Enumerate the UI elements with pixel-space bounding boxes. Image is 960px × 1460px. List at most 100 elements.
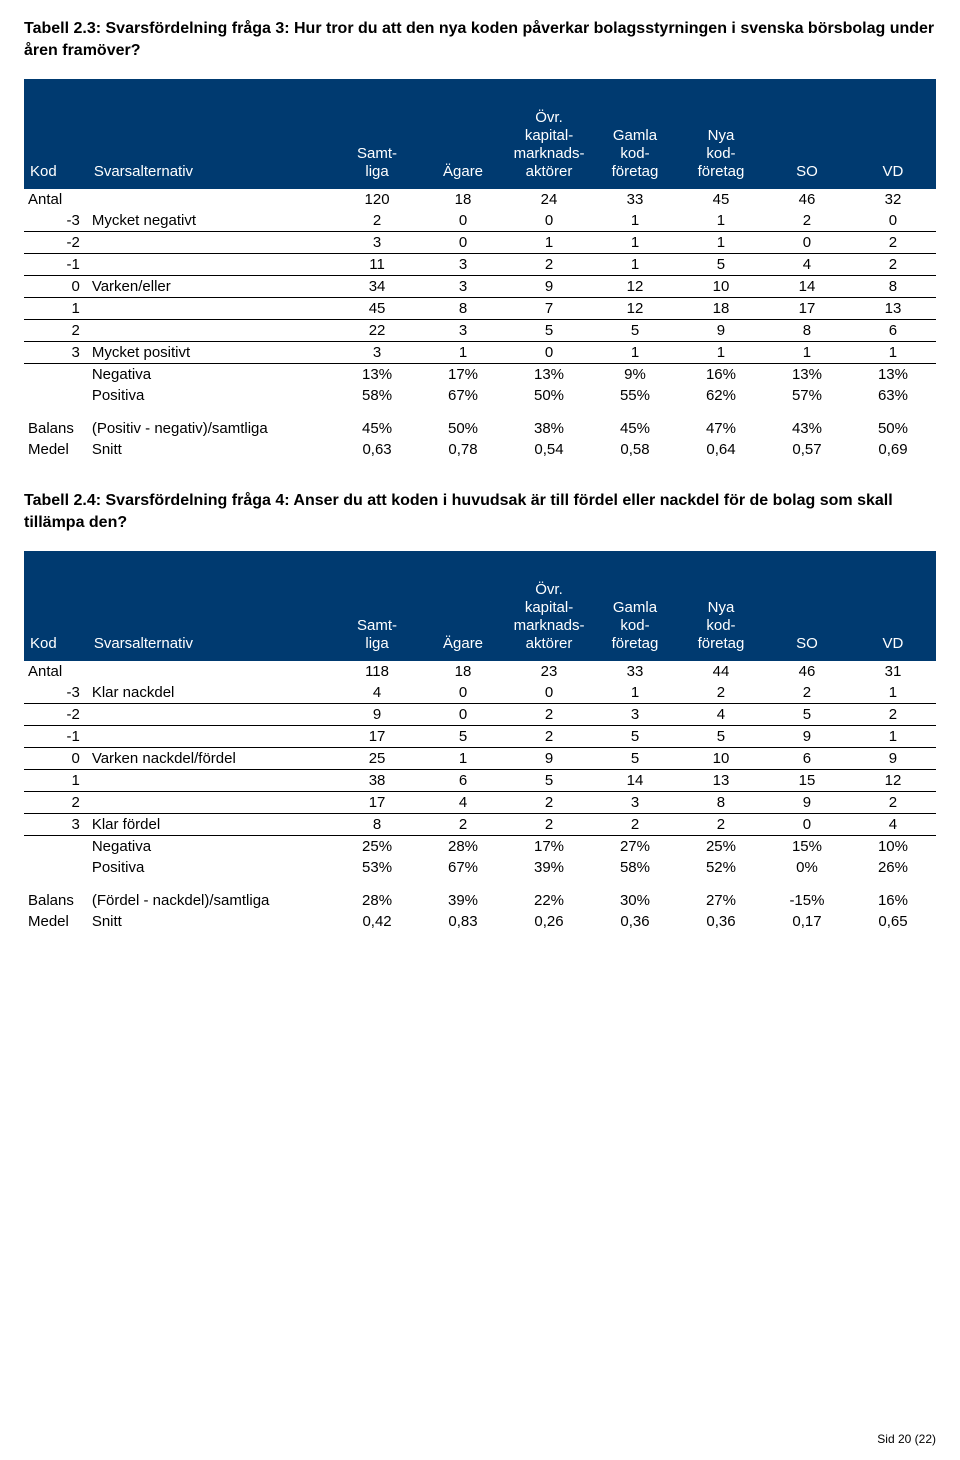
cell-value: 45% <box>592 406 678 439</box>
table-row: 1386514131512 <box>24 770 936 792</box>
cell-value: 1 <box>678 210 764 232</box>
cell-value: 13 <box>678 770 764 792</box>
cell-value: 12 <box>592 276 678 298</box>
cell-value: 1 <box>592 254 678 276</box>
cell-value: 14 <box>764 276 850 298</box>
table2: Kod Svarsalternativ Samt-liga Ägare Övr.… <box>24 551 936 932</box>
cell-value: 1 <box>850 682 936 704</box>
cell-value: 3 <box>334 232 420 254</box>
table-row: -23011102 <box>24 232 936 254</box>
cell-value: 1 <box>592 682 678 704</box>
cell-value: 3 <box>592 792 678 814</box>
cell-value: 13% <box>764 364 850 386</box>
table-row: -111321542 <box>24 254 936 276</box>
cell-kod: Balans <box>24 406 88 439</box>
cell-value: 0,65 <box>850 911 936 932</box>
cell-value: 6 <box>420 770 506 792</box>
col-ovr: Övr. kapital-marknads-aktörer <box>506 551 592 661</box>
cell-value: 22% <box>506 878 592 911</box>
cell-value: 52% <box>678 857 764 878</box>
cell-value: 13% <box>506 364 592 386</box>
cell-value: 1 <box>420 342 506 364</box>
cell-value: 17 <box>334 792 420 814</box>
cell-kod <box>24 385 88 406</box>
table1: Kod Svarsalternativ Samt-liga Ägare Övr.… <box>24 79 936 460</box>
cell-value: 1 <box>850 726 936 748</box>
cell-value: 5 <box>592 748 678 770</box>
col-nya: Nyakod-företag <box>678 79 764 189</box>
cell-value: 2 <box>764 210 850 232</box>
cell-label <box>88 661 334 682</box>
cell-value: 4 <box>420 792 506 814</box>
cell-value: 9 <box>334 704 420 726</box>
cell-value: 3 <box>420 276 506 298</box>
cell-value: 39% <box>420 878 506 911</box>
cell-value: 5 <box>678 254 764 276</box>
cell-value: 1 <box>420 748 506 770</box>
table-row: 222355986 <box>24 320 936 342</box>
cell-kod: 3 <box>24 814 88 836</box>
cell-value: 67% <box>420 857 506 878</box>
cell-value: 30% <box>592 878 678 911</box>
cell-kod <box>24 836 88 858</box>
cell-label <box>88 792 334 814</box>
cell-value: 31 <box>850 661 936 682</box>
cell-value: 62% <box>678 385 764 406</box>
col-samtliga: Samt-liga <box>334 79 420 189</box>
cell-value: 4 <box>678 704 764 726</box>
cell-value: 13% <box>850 364 936 386</box>
cell-kod: 2 <box>24 792 88 814</box>
cell-label <box>88 254 334 276</box>
cell-value: 10 <box>678 276 764 298</box>
table-row: Antal120182433454632 <box>24 189 936 210</box>
cell-value: 120 <box>334 189 420 210</box>
col-vd: VD <box>850 79 936 189</box>
cell-value: 9 <box>506 276 592 298</box>
cell-value: 8 <box>334 814 420 836</box>
cell-value: 17% <box>506 836 592 858</box>
cell-value: 4 <box>850 814 936 836</box>
col-agare: Ägare <box>420 79 506 189</box>
cell-value: 0 <box>506 342 592 364</box>
cell-value: 38% <box>506 406 592 439</box>
cell-value: 18 <box>678 298 764 320</box>
cell-value: 15 <box>764 770 850 792</box>
table-row: 217423892 <box>24 792 936 814</box>
cell-value: 24 <box>506 189 592 210</box>
cell-label: Varken nackdel/fördel <box>88 748 334 770</box>
cell-label <box>88 726 334 748</box>
summary-row: Balans(Fördel - nackdel)/samtliga28%39%2… <box>24 878 936 911</box>
cell-value: 13% <box>334 364 420 386</box>
cell-value: 55% <box>592 385 678 406</box>
page-footer: Sid 20 (22) <box>877 1432 936 1446</box>
table-row: Antal118182333444631 <box>24 661 936 682</box>
cell-kod <box>24 857 88 878</box>
cell-value: 33 <box>592 661 678 682</box>
cell-value: 3 <box>420 254 506 276</box>
cell-value: 8 <box>764 320 850 342</box>
cell-value: 9 <box>678 320 764 342</box>
cell-value: 10% <box>850 836 936 858</box>
cell-value: 13 <box>850 298 936 320</box>
cell-value: 22 <box>334 320 420 342</box>
cell-value: 17% <box>420 364 506 386</box>
cell-value: 0 <box>764 814 850 836</box>
cell-label: Klar nackdel <box>88 682 334 704</box>
cell-value: 17 <box>764 298 850 320</box>
cell-value: 2 <box>678 814 764 836</box>
col-samtliga: Samt-liga <box>334 551 420 661</box>
cell-value: 3 <box>592 704 678 726</box>
cell-value: 0 <box>420 210 506 232</box>
cell-label: (Positiv - negativ)/samtliga <box>88 406 334 439</box>
cell-label <box>88 232 334 254</box>
cell-label: Varken/eller <box>88 276 334 298</box>
table-row: 3Klar fördel8222204 <box>24 814 936 836</box>
cell-value: 2 <box>334 210 420 232</box>
cell-value: 18 <box>420 189 506 210</box>
cell-kod: Antal <box>24 189 88 210</box>
cell-value: 7 <box>506 298 592 320</box>
cell-value: 2 <box>850 792 936 814</box>
cell-value: 6 <box>764 748 850 770</box>
cell-label: Positiva <box>88 385 334 406</box>
cell-value: 58% <box>334 385 420 406</box>
